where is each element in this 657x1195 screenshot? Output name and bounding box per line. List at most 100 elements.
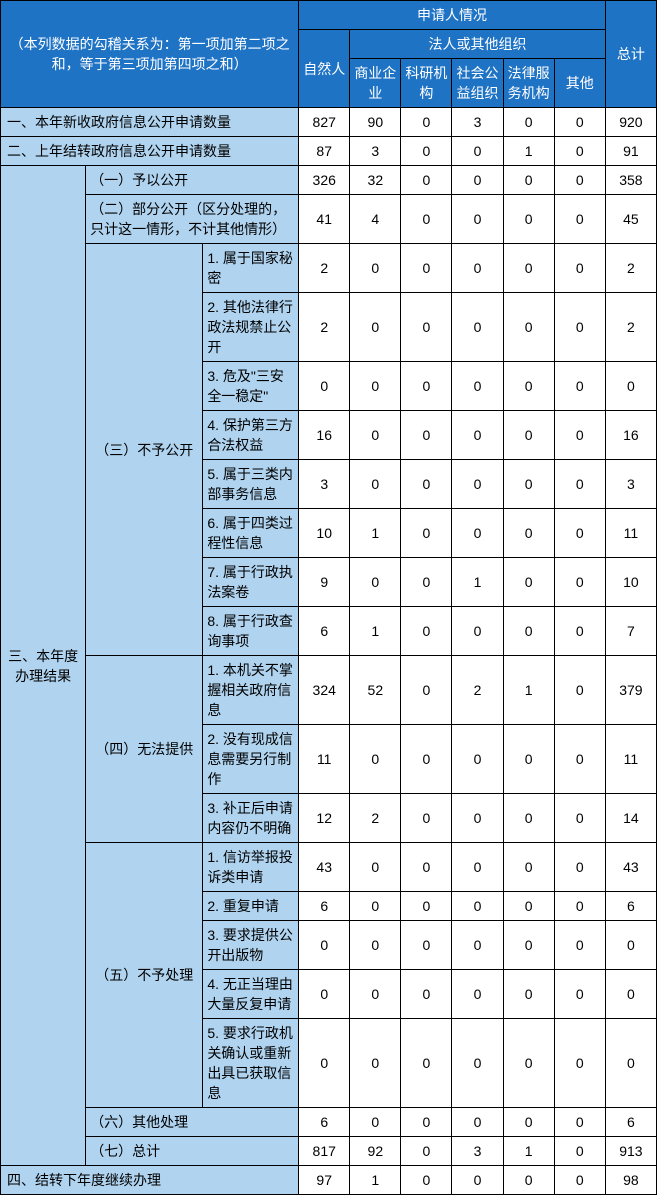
cell: 1 [503,656,554,725]
cell: 0 [452,137,503,166]
header-natural: 自然人 [299,30,350,108]
cell: 0 [401,843,452,892]
cell: 16 [605,411,656,460]
cell: 0 [401,244,452,293]
cell: 0 [503,843,554,892]
cell: 0 [452,362,503,411]
cell: 0 [401,607,452,656]
cell: 0 [350,558,401,607]
group-5: （五）不予处理 [86,843,203,1108]
cell: 913 [605,1137,656,1166]
cell: 920 [605,108,656,137]
cell: 3 [605,460,656,509]
row-label: （二）部分公开（区分处理的，只计这一情形，不计其他情形） [86,195,299,244]
cell: 6 [605,1108,656,1137]
cell: 0 [554,558,605,607]
cell: 0 [452,892,503,921]
row-label: 二、上年结转政府信息公开申请数量 [1,137,299,166]
cell: 0 [452,195,503,244]
table-row: 二、上年结转政府信息公开申请数量 87 3 0 0 1 0 91 [1,137,657,166]
table-row: （四）无法提供 1. 本机关不掌握相关政府信息 324520210379 [1,656,657,725]
cell: 0 [605,921,656,970]
cell: 45 [605,195,656,244]
cell: 0 [299,1019,350,1108]
table-row: （二）部分公开（区分处理的，只计这一情形，不计其他情形） 41 4 0 0 0 … [1,195,657,244]
cell: 0 [554,921,605,970]
cell: 2 [605,244,656,293]
cell: 10 [605,558,656,607]
row-label: 1. 信访举报投诉类申请 [203,843,299,892]
cell: 0 [452,1166,503,1195]
row-label: 6. 属于四类过程性信息 [203,509,299,558]
cell: 0 [401,509,452,558]
cell: 0 [401,137,452,166]
cell: 1 [503,137,554,166]
cell: 0 [554,970,605,1019]
cell: 10 [299,509,350,558]
cell: 6 [299,607,350,656]
cell: 0 [452,1108,503,1137]
cell: 0 [452,607,503,656]
cell: 0 [554,725,605,794]
cell: 0 [452,921,503,970]
cell: 9 [299,558,350,607]
cell: 0 [452,293,503,362]
cell: 0 [503,607,554,656]
cell: 0 [503,362,554,411]
cell: 0 [554,794,605,843]
row-label: 3. 危及"三安全一稳定" [203,362,299,411]
row-label: 4. 无正当理由大量反复申请 [203,970,299,1019]
col-other: 其他 [554,59,605,108]
row-label: 3. 补正后申请内容仍不明确 [203,794,299,843]
cell: 1 [452,558,503,607]
cell: 0 [554,166,605,195]
cell: 0 [452,411,503,460]
col-public: 社会公益组织 [452,59,503,108]
cell: 0 [350,970,401,1019]
cell: 0 [503,558,554,607]
row-label: 2. 没有现成信息需要另行制作 [203,725,299,794]
cell: 0 [350,362,401,411]
cell: 0 [452,460,503,509]
cell: 3 [299,460,350,509]
cell: 16 [299,411,350,460]
cell: 1 [350,509,401,558]
cell: 87 [299,137,350,166]
cell: 0 [503,1108,554,1137]
cell: 2 [605,293,656,362]
cell: 91 [605,137,656,166]
row-label: 7. 属于行政执法案卷 [203,558,299,607]
cell: 0 [401,892,452,921]
cell: 0 [503,244,554,293]
cell: 0 [401,725,452,794]
row-label: 四、结转下年度继续办理 [1,1166,299,1195]
col-comm: 商业企业 [350,59,401,108]
row-label: 5. 要求行政机关确认或重新出具已获取信息 [203,1019,299,1108]
cell: 6 [299,1108,350,1137]
cell: 0 [452,794,503,843]
cell: 0 [503,794,554,843]
cell: 6 [605,892,656,921]
cell: 90 [350,108,401,137]
row-label: 8. 属于行政查询事项 [203,607,299,656]
cell: 2 [350,794,401,843]
cell: 0 [554,411,605,460]
cell: 0 [554,1166,605,1195]
cell: 0 [554,362,605,411]
cell: 0 [401,970,452,1019]
cell: 0 [401,460,452,509]
cell: 0 [401,1166,452,1195]
cell: 0 [554,1019,605,1108]
table-row: （三）不予公开 1. 属于国家秘密 2000002 [1,244,657,293]
cell: 0 [401,656,452,725]
cell: 0 [605,362,656,411]
cell: 0 [503,293,554,362]
cell: 0 [503,1166,554,1195]
cell: 11 [605,509,656,558]
table-row: （六）其他处理 6000006 [1,1108,657,1137]
row-label: 3. 要求提供公开出版物 [203,921,299,970]
header-total: 总计 [605,1,656,108]
header-legal: 法人或其他组织 [350,30,606,59]
cell: 14 [605,794,656,843]
cell: 2 [299,244,350,293]
